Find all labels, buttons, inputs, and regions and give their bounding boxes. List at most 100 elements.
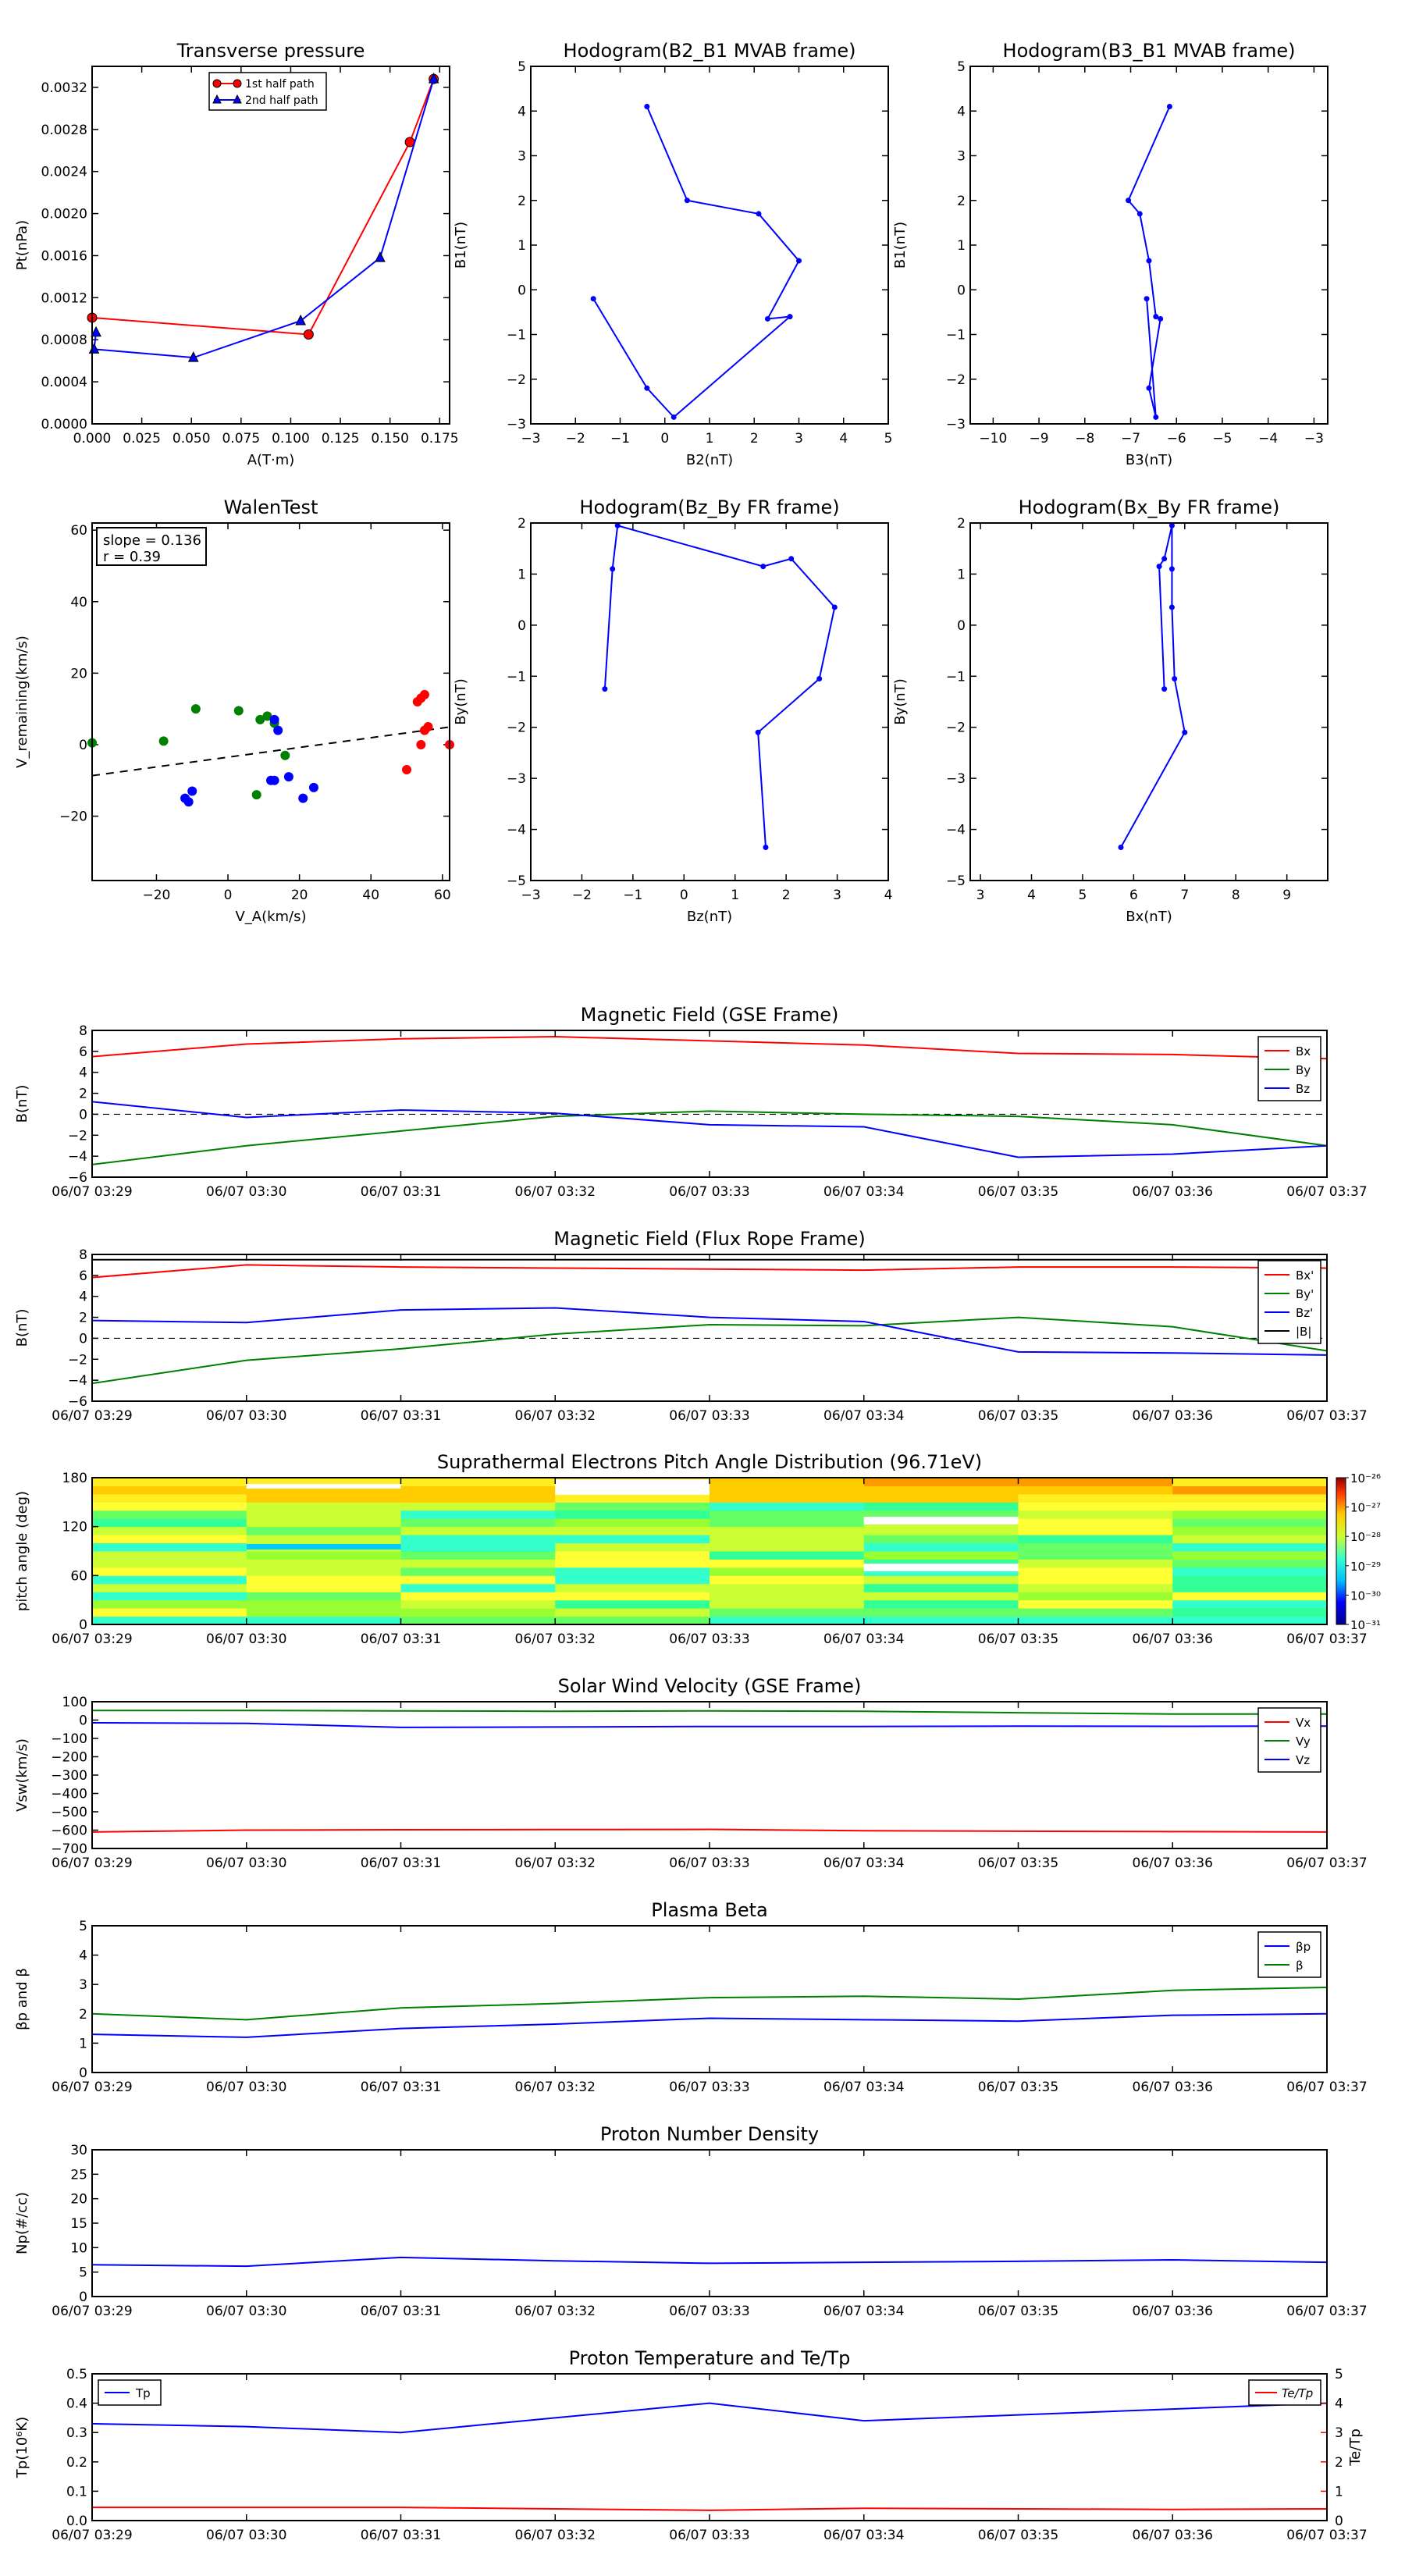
heatmap-cell — [92, 1535, 247, 1544]
heatmap-cell — [863, 1567, 1019, 1576]
heatmap-cell — [1172, 1575, 1328, 1585]
x-tick-label: 06/07 03:29 — [52, 1856, 132, 1871]
data-point — [1153, 314, 1159, 320]
data-point — [756, 211, 762, 217]
colorbar-tick-label: 10⁻³¹ — [1350, 1618, 1381, 1632]
y-tick-label: 4 — [79, 1290, 87, 1305]
annotation-text: r = 0.39 — [103, 549, 161, 565]
colorbar-tick-label: 10⁻²⁶ — [1350, 1471, 1381, 1485]
x-tick-label: −3 — [521, 431, 540, 447]
y-axis-label: βp and β — [14, 1968, 30, 2030]
heatmap-cell — [246, 1616, 401, 1625]
plot-temp: Proton Temperature and Te/Tp 0.0 0.1 0.2 0.3… — [14, 2347, 1368, 2543]
plot-tp: Transverse pressure 0.000 0.025 0.050 0.075 0… — [14, 40, 459, 468]
heatmap-cell — [710, 1616, 865, 1625]
heatmap-cell — [1172, 1518, 1328, 1528]
x-tick-label: 06/07 03:29 — [52, 2080, 132, 2095]
legend-label: Vx — [1296, 1716, 1311, 1730]
series-line — [91, 2256, 1328, 2268]
heatmap-cell — [1172, 1535, 1328, 1544]
x-tick-label: −2 — [572, 888, 592, 903]
chart-title: Proton Number Density — [600, 2123, 819, 2145]
data-point — [88, 343, 100, 354]
x-tick-label: 5 — [1079, 888, 1087, 903]
heatmap-cell — [92, 1526, 247, 1535]
data-point — [251, 790, 261, 800]
y-axis-label: By(nT) — [892, 678, 909, 724]
heatmap-cell — [1018, 1518, 1173, 1528]
series-line — [92, 2507, 1328, 2511]
series-line — [91, 1722, 1328, 1728]
y-tick-label: 0 — [957, 283, 966, 298]
x-tick-label: 06/07 03:37 — [1286, 1184, 1367, 1200]
x-tick-label: 06/07 03:32 — [515, 1856, 596, 1871]
x-tick-label: 0.000 — [73, 431, 112, 447]
data-point — [1182, 729, 1188, 735]
heatmap-cell — [555, 1599, 710, 1609]
x-tick-label: −10 — [979, 431, 1007, 447]
data-point — [255, 714, 265, 724]
y-tick-label: −600 — [51, 1823, 87, 1839]
heatmap-cell — [710, 1485, 865, 1495]
y-tick-label: 3 — [79, 1977, 87, 1993]
heatmap-cell — [863, 1559, 1019, 1568]
y-tick-label: −400 — [51, 1787, 87, 1802]
chart-title: Hodogram(B2_B1 MVAB frame) — [564, 40, 856, 62]
x-tick-label: 06/07 03:30 — [206, 2528, 286, 2543]
x-tick-label: −7 — [1121, 431, 1140, 447]
heatmap-cell — [92, 1599, 247, 1609]
y-tick-label: 2 — [79, 1087, 87, 1102]
x-tick-label: 06/07 03:30 — [206, 1631, 286, 1647]
axes-frame — [530, 522, 889, 881]
chart-title: Hodogram(B3_B1 MVAB frame) — [1003, 40, 1296, 62]
y-tick-label-right: 3 — [1335, 2425, 1343, 2441]
y-axis-label: V_remaining(km/s) — [14, 635, 30, 768]
x-tick-label: 06/07 03:29 — [52, 1408, 132, 1424]
x-tick-label: 06/07 03:36 — [1133, 2528, 1213, 2543]
heatmap-cell — [246, 1551, 401, 1560]
data-point — [1144, 296, 1150, 302]
x-tick-label: 0.125 — [322, 431, 360, 447]
heatmap-cell — [92, 1559, 247, 1568]
data-point — [763, 844, 769, 850]
heatmap-cell — [1018, 1599, 1173, 1609]
heatmap-cell — [1018, 1535, 1173, 1544]
chart-title: Magnetic Field (Flux Rope Frame) — [553, 1228, 865, 1250]
heatmap-cell — [863, 1599, 1019, 1609]
y-tick-label: 6 — [79, 1044, 87, 1060]
data-point — [1172, 676, 1178, 682]
heatmap-cell — [92, 1567, 247, 1576]
x-tick-label: 06/07 03:37 — [1286, 1856, 1367, 1871]
y-tick-label: −5 — [946, 873, 966, 889]
heatmap-cell — [400, 1478, 556, 1486]
y-tick-label: 0.0012 — [41, 290, 87, 306]
y-axis-label: Tp(10⁶K) — [14, 2417, 30, 2478]
legend-label: By — [1296, 1063, 1311, 1077]
x-tick-label: 06/07 03:34 — [823, 2080, 904, 2095]
heatmap-gap — [555, 1479, 710, 1495]
y-tick-label: 1 — [79, 2036, 87, 2051]
heatmap-cell — [1172, 1526, 1328, 1535]
y-tick-label: 5 — [518, 59, 526, 75]
plot-beta: Plasma Beta 0 1 2 3 4 5 βp β 06/07 03:29 06/07 03:… — [14, 1899, 1368, 2095]
y-tick-label: 4 — [79, 1066, 87, 1081]
data-point — [1161, 556, 1168, 562]
legend-label: βp — [1296, 1940, 1311, 1954]
x-tick-label: 06/07 03:37 — [1286, 2080, 1367, 2095]
y-tick-label: −500 — [51, 1805, 87, 1820]
heatmap-cell — [246, 1599, 401, 1609]
heatmap-cell — [1172, 1502, 1328, 1511]
data-point — [1136, 211, 1143, 217]
series-line — [91, 1316, 1328, 1385]
y-tick-label: 10 — [70, 2240, 87, 2256]
heatmap-cell — [555, 1583, 710, 1592]
data-point — [1126, 197, 1132, 204]
y-tick-label: 0.0032 — [41, 80, 87, 96]
x-tick-label: −5 — [1212, 431, 1232, 447]
axes-frame — [530, 66, 889, 425]
x-tick-label: 2 — [782, 888, 791, 903]
heatmap-cell — [710, 1526, 865, 1535]
heatmap-cell — [863, 1575, 1019, 1585]
x-tick-label: 0.150 — [371, 431, 409, 447]
heatmap-cell — [555, 1616, 710, 1625]
